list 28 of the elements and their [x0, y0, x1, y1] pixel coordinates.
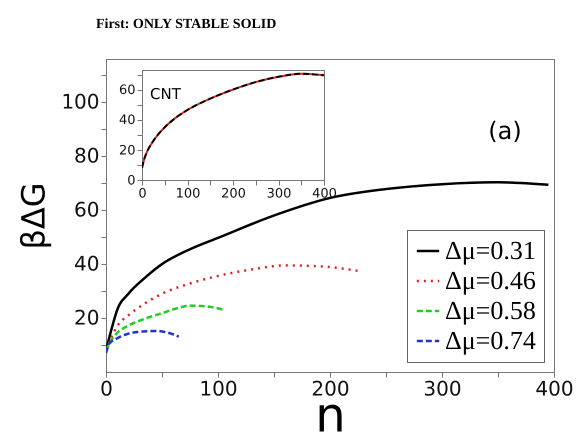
- y-tick-label: 80: [74, 144, 100, 168]
- x-tick-label: 100: [176, 186, 200, 202]
- x-tick-label: 100: [199, 376, 238, 400]
- chart-title: First: ONLY STABLE SOLID: [96, 17, 276, 32]
- y-tick-label: 100: [61, 90, 100, 114]
- x-tick-label: 300: [266, 186, 292, 202]
- y-tick-label: 60: [74, 198, 100, 222]
- line-series: [142, 72, 324, 169]
- annotation: (a): [488, 117, 522, 145]
- y-tick-label: 40: [118, 113, 136, 128]
- x-tick-label: 300: [423, 376, 462, 400]
- x-tick-label: 0: [138, 186, 147, 202]
- x-tick-label: 400: [312, 186, 337, 202]
- x-tick-label: 200: [221, 186, 246, 202]
- legend-label: Δμ=0.74: [445, 326, 536, 355]
- legend-label: Δμ=0.58: [445, 296, 536, 325]
- annotation: CNT: [150, 85, 182, 103]
- y-tick-label: 40: [74, 252, 100, 276]
- y-tick-label: 20: [74, 306, 100, 330]
- line-series: [106, 330, 180, 354]
- y-tick-label: 0: [127, 174, 136, 188]
- x-tick-label: 400: [535, 376, 574, 400]
- legend-label: Δμ=0.46: [445, 266, 536, 295]
- y-tick-label: 60: [118, 83, 136, 98]
- legend-label: Δμ=0.31: [445, 236, 536, 265]
- x-tick-label: 200: [311, 376, 350, 400]
- y-axis-title: βΔG: [14, 182, 52, 250]
- y-tick-label: 20: [118, 143, 136, 158]
